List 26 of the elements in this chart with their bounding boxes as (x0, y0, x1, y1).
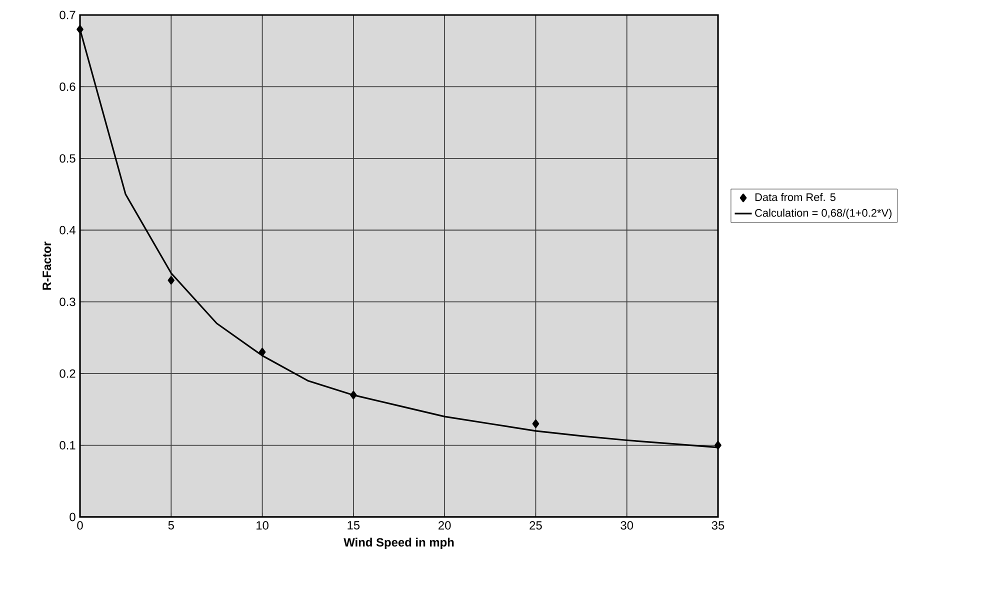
y-axis-title: R-Factor (42, 242, 52, 290)
x-tick-label: 25 (530, 521, 542, 530)
point (168, 276, 175, 285)
x-tick-label: 0 (77, 521, 83, 530)
y-tick-label: 0.5 (60, 154, 76, 163)
x-tick-label: 15 (348, 521, 360, 530)
legend-label: Data from Ref. 5 (755, 193, 836, 202)
y-tick-label: 0.7 (60, 10, 76, 20)
y-tick-label: 0.4 (60, 226, 76, 234)
y-tick-label: 0.2 (60, 369, 76, 378)
x-tick-label: 30 (620, 521, 634, 530)
point (350, 390, 357, 400)
point (258, 348, 266, 356)
x-tick-label: 10 (256, 521, 268, 530)
legend-label: Calculation = 0,68/(1+0.2*V) (755, 208, 892, 219)
x-tick-label: 20 (438, 521, 451, 530)
point (532, 419, 540, 428)
x-axis-title: Wind Speed in mph (344, 538, 454, 549)
point (714, 440, 722, 450)
y-tick-label: 0 (70, 512, 76, 522)
y-tick-label: 0.1 (60, 441, 76, 450)
point (76, 25, 84, 34)
y-tick-label: 0.3 (60, 298, 76, 306)
y-tick-label: 0.6 (60, 82, 76, 91)
x-tick-label: 5 (168, 521, 174, 530)
x-tick-label: 35 (712, 521, 724, 530)
